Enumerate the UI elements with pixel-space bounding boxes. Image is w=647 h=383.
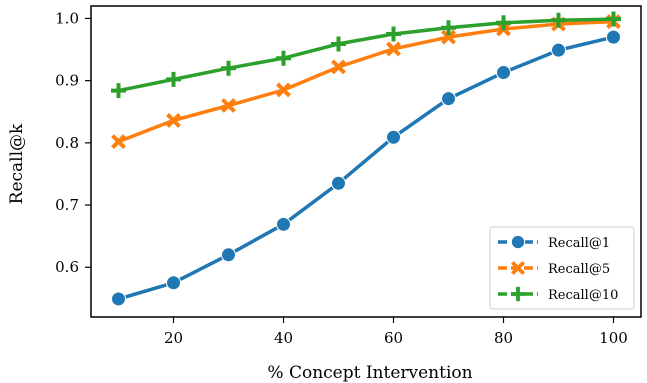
- y-axis-title: Recall@k: [7, 123, 27, 204]
- y-tick-label-2: 0.7: [55, 196, 79, 214]
- legend-marker-2: [510, 260, 526, 276]
- data-point-s2-7: [441, 29, 456, 45]
- data-point-s3-3: [221, 60, 236, 76]
- data-point-s3-8: [496, 15, 511, 31]
- x-axis-title: % Concept Intervention: [267, 363, 472, 383]
- y-tick-label-5: 1.0: [55, 9, 79, 27]
- data-point-s1-8: [496, 65, 511, 81]
- data-point-s3-4: [276, 50, 291, 66]
- data-point-s1-3: [221, 247, 236, 263]
- legend-marker-3: [510, 286, 526, 302]
- data-point-s3-10: [606, 11, 621, 27]
- legend-label-1: Recall@1: [548, 236, 610, 251]
- data-point-s2-2: [166, 113, 181, 128]
- data-point-s1-9: [551, 42, 566, 58]
- legend-label-3: Recall@10: [548, 288, 618, 303]
- x-tick-label-4: 80: [494, 329, 513, 347]
- data-point-s1-6: [386, 129, 401, 145]
- data-point-s3-6: [386, 26, 401, 42]
- data-point-s3-9: [551, 12, 566, 28]
- data-point-s1-7: [441, 91, 456, 107]
- data-point-s3-5: [331, 36, 346, 52]
- data-point-s1-4: [276, 216, 291, 232]
- plot-area: [111, 11, 621, 307]
- data-point-s1-5: [331, 175, 346, 191]
- data-point-s1-2: [166, 275, 181, 291]
- series-line-3: [116, 17, 616, 93]
- data-point-s2-3: [221, 98, 236, 113]
- axes: 20 40 60 80 100 0.6 0.7 0.8 0.9 1.0: [55, 5, 642, 347]
- legend-label-2: Recall@5: [548, 262, 610, 277]
- x-tick-label-5: 100: [599, 329, 628, 347]
- y-tick-label-4: 0.9: [55, 72, 79, 90]
- data-point-s2-5: [331, 59, 346, 75]
- data-point-s3-7: [441, 20, 456, 36]
- legend-marker-1: [510, 234, 526, 250]
- x-tick-label-3: 60: [384, 329, 403, 347]
- data-point-s3-2: [166, 71, 181, 87]
- data-point-s2-4: [276, 82, 291, 98]
- legend: Recall@1 Recall@5 Recall@10: [489, 226, 635, 310]
- data-point-s1-10: [606, 29, 621, 45]
- data-point-s3-1: [111, 83, 126, 99]
- data-point-s2-6: [386, 41, 401, 57]
- plot-frame: [90, 5, 642, 318]
- legend-box: [489, 226, 635, 310]
- y-tick-label-3: 0.8: [55, 134, 79, 152]
- series-line-2: [116, 19, 616, 144]
- x-tick-label-1: 20: [164, 329, 183, 347]
- series-line-1: [116, 35, 616, 301]
- data-point-s2-1: [111, 134, 126, 150]
- data-point-s1-1: [111, 291, 126, 307]
- y-tick-label-1: 0.6: [55, 258, 79, 276]
- x-tick-label-2: 40: [274, 329, 293, 347]
